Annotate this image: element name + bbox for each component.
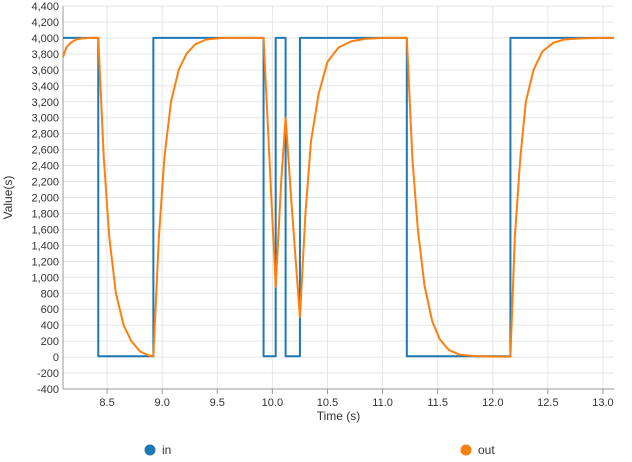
legend-marker-out[interactable]: [460, 444, 472, 456]
tick-labels: -400 -200 0 200 400 600 800 1,000 1,200 1,400 1,60…: [31, 1, 613, 409]
x-tick-label: 10.0: [262, 397, 283, 409]
y-tick-label: 200: [41, 336, 59, 348]
y-tick-label: 0: [53, 352, 59, 364]
y-tick-label: 1,800: [31, 208, 59, 220]
y-axis-title: Value(s): [1, 176, 15, 220]
legend-label-out[interactable]: out: [478, 443, 495, 457]
y-tick-label: 1,600: [31, 224, 59, 236]
axes: [62, 6, 614, 394]
y-tick-label: 1,000: [31, 272, 59, 284]
series-line-in: [63, 36, 614, 358]
y-tick-label: 4,200: [31, 17, 59, 29]
y-tick-label: 2,800: [31, 129, 59, 141]
y-tick-label: 3,600: [31, 65, 59, 77]
x-tick-label: 9.0: [155, 397, 170, 409]
y-tick-label: 4,400: [31, 1, 59, 13]
y-tick-label: 1,400: [31, 240, 59, 252]
y-tick-label: 2,200: [31, 177, 59, 189]
x-tick-label: 11.5: [427, 397, 448, 409]
x-tick-label: 11.0: [372, 397, 393, 409]
series-lines: [62, 36, 614, 358]
x-tick-label: 13.0: [592, 397, 613, 409]
y-tick-label: 3,800: [31, 49, 59, 61]
y-tick-label: 800: [41, 288, 59, 300]
y-tick-label: 400: [41, 320, 59, 332]
x-tick-label: 12.5: [537, 397, 558, 409]
legend-marker-in[interactable]: [144, 444, 156, 456]
x-tick-label: 8.5: [99, 397, 114, 409]
legend: in out: [144, 443, 495, 457]
y-tick-label: 2,000: [31, 193, 59, 205]
x-tick-label: 9.5: [210, 397, 225, 409]
y-tick-label: 4,000: [31, 33, 59, 45]
y-tick-label: 3,200: [31, 97, 59, 109]
y-tick-label: 2,400: [31, 161, 59, 173]
y-tick-label: 3,000: [31, 113, 59, 125]
x-tick-label: 12.0: [482, 397, 503, 409]
x-axis-title: Time (s): [317, 409, 361, 423]
x-tick-label: 10.5: [317, 397, 338, 409]
y-tick-label: -200: [37, 368, 59, 380]
y-tick-label: 2,600: [31, 145, 59, 157]
legend-label-in[interactable]: in: [162, 443, 171, 457]
y-tick-label: 1,200: [31, 256, 59, 268]
y-tick-label: -400: [37, 384, 59, 396]
gridlines: [63, 5, 614, 390]
y-tick-label: 3,400: [31, 81, 59, 93]
y-tick-label: 600: [41, 304, 59, 316]
series-line-out: [62, 36, 614, 358]
